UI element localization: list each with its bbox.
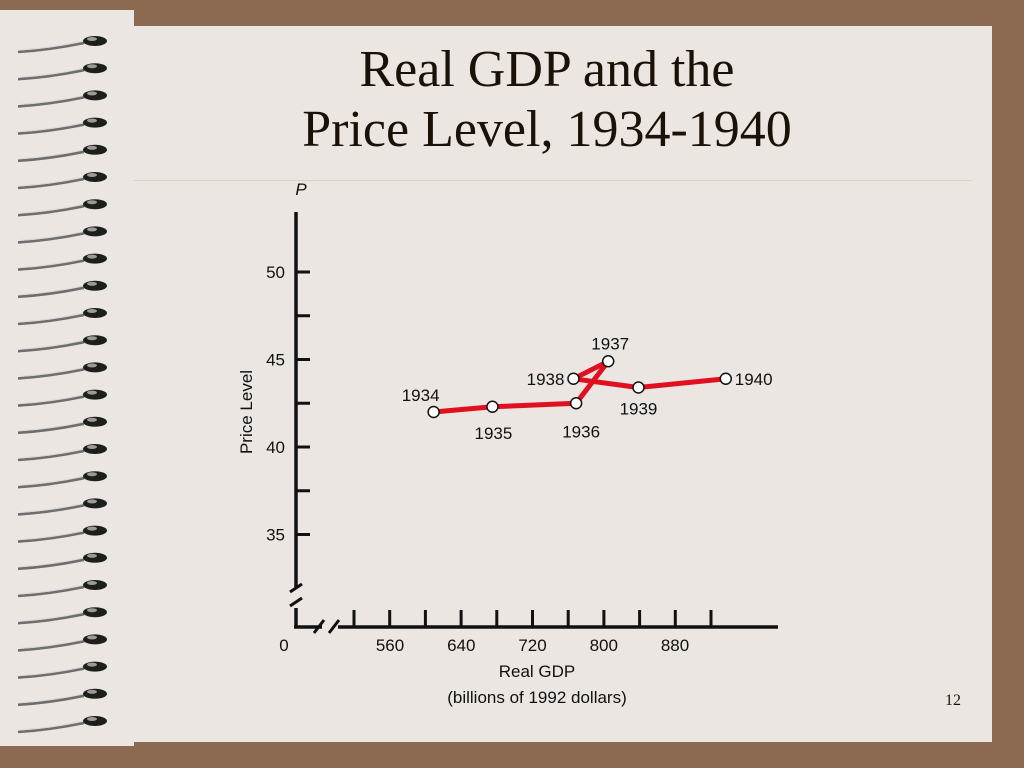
data-label-1936: 1936 bbox=[562, 422, 600, 441]
data-label-1935: 1935 bbox=[475, 424, 513, 443]
data-point-1940 bbox=[719, 372, 733, 385]
spiral-ring bbox=[17, 416, 107, 435]
x-tick-label: 800 bbox=[590, 636, 618, 655]
y-tick-label: 50 bbox=[266, 263, 285, 282]
y-axis-break-mark bbox=[289, 582, 303, 594]
spiral-ring bbox=[17, 607, 107, 625]
data-label-1939: 1939 bbox=[620, 400, 658, 419]
x-origin-label: 0 bbox=[279, 636, 288, 655]
data-label-1938: 1938 bbox=[527, 370, 565, 389]
spiral-ring bbox=[17, 36, 107, 54]
spiral-ring bbox=[17, 389, 107, 407]
spiral-ring bbox=[17, 280, 107, 299]
x-axis-break-mark bbox=[327, 619, 341, 634]
spiral-ring bbox=[17, 716, 107, 734]
spiral-ring bbox=[17, 498, 107, 516]
spiral-ring bbox=[17, 199, 107, 217]
page-number: 12 bbox=[945, 692, 961, 709]
spiral-ring bbox=[17, 144, 107, 163]
spiral-ring bbox=[17, 308, 107, 326]
x-tick-label: 720 bbox=[518, 636, 546, 655]
data-point-1939 bbox=[632, 381, 645, 394]
spiral-ring bbox=[17, 661, 107, 679]
y-tick-label: 45 bbox=[266, 351, 285, 370]
x-tick-label: 560 bbox=[376, 636, 404, 655]
data-point-1936 bbox=[569, 397, 583, 410]
y-tick-label: 40 bbox=[266, 438, 285, 457]
spiral-ring bbox=[17, 172, 107, 190]
x-tick-label: 640 bbox=[447, 636, 475, 655]
y-axis-break-mark bbox=[289, 596, 303, 608]
x-axis-sublabel: (billions of 1992 dollars) bbox=[447, 688, 627, 707]
spiral-binding bbox=[17, 36, 107, 734]
y-tick-label: 35 bbox=[266, 526, 285, 545]
slide-title: Real GDP and the Price Level, 1934-1940 bbox=[134, 40, 960, 160]
spiral-ring bbox=[17, 580, 107, 598]
spiral-ring bbox=[17, 634, 107, 652]
title-line-1: Real GDP and the bbox=[359, 41, 735, 98]
data-point-1934 bbox=[427, 405, 440, 419]
spiral-ring bbox=[17, 688, 107, 707]
spiral-ring bbox=[17, 226, 107, 244]
y-axis-symbol: P bbox=[295, 180, 307, 199]
data-point-1935 bbox=[486, 400, 499, 413]
spiral-ring bbox=[17, 117, 107, 135]
spiral-ring bbox=[17, 90, 107, 108]
data-point-1938 bbox=[567, 372, 580, 385]
spiral-ring bbox=[17, 63, 107, 81]
x-axis-label: Real GDP bbox=[499, 662, 576, 681]
x-tick-label: 880 bbox=[661, 636, 689, 655]
spiral-ring bbox=[17, 362, 107, 380]
data-label-1937: 1937 bbox=[591, 334, 629, 353]
spiral-ring bbox=[17, 525, 107, 543]
spiral-ring bbox=[17, 444, 107, 462]
data-point-1937 bbox=[601, 355, 615, 368]
spiral-ring bbox=[17, 471, 107, 489]
title-line-2: Price Level, 1934-1940 bbox=[302, 101, 792, 158]
title-divider bbox=[134, 180, 972, 181]
x-axis-break-mark bbox=[312, 619, 326, 634]
spiral-ring bbox=[17, 253, 107, 271]
slide-background bbox=[64, 26, 992, 742]
y-axis-label: Price Level bbox=[237, 370, 256, 454]
data-label-1940: 1940 bbox=[735, 370, 773, 389]
spiral-ring bbox=[17, 552, 107, 571]
data-label-1934: 1934 bbox=[402, 386, 440, 405]
spiral-ring bbox=[17, 335, 107, 353]
